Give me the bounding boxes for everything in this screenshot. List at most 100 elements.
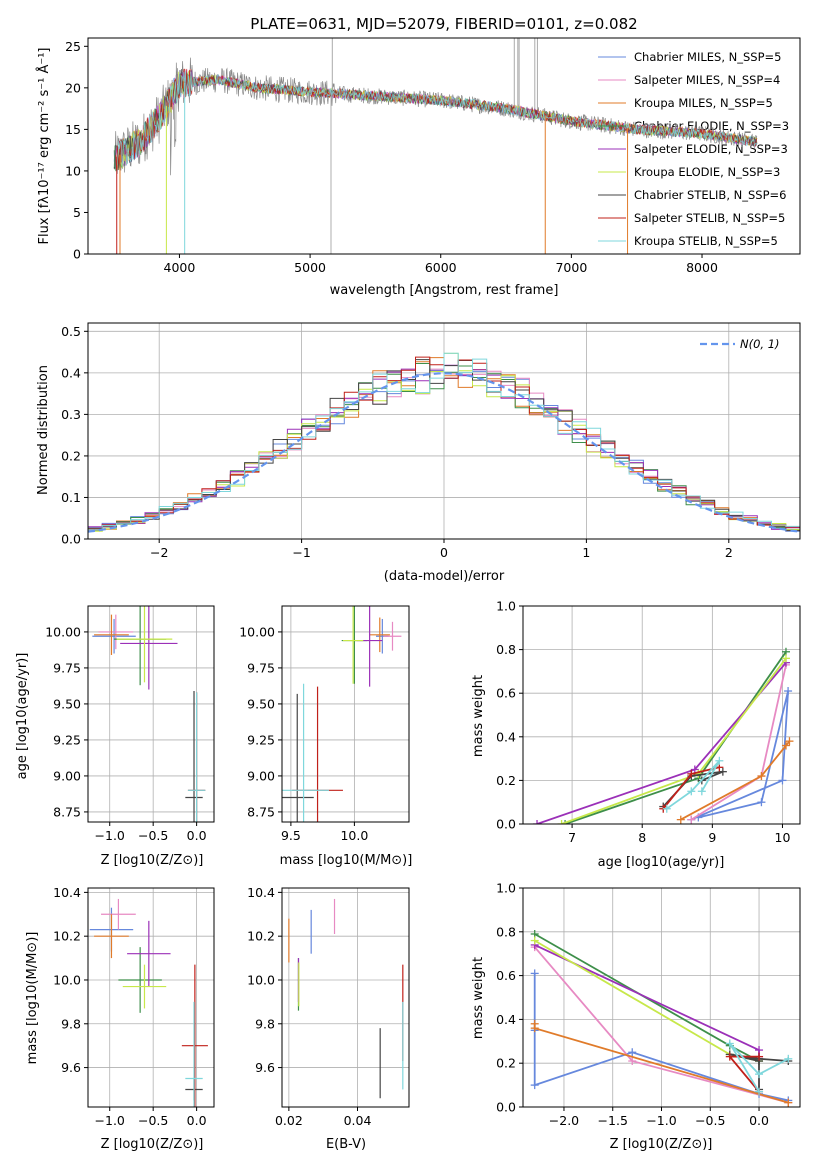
- spectrum-x-tick-label-0: 4000: [164, 260, 196, 275]
- weight-vs-Z-y-tick-label-2: 0.4: [496, 1012, 516, 1027]
- weight-marker-salpeter-stelib: [687, 769, 696, 778]
- age-vs-mass-x-tick-label-1: 10.0: [340, 828, 368, 843]
- legend-label-chabrier-stelib: Chabrier STELIB, N_SSP=6: [634, 188, 786, 202]
- spectrum-y-label: Flux [fλ10⁻¹⁷ erg cm⁻² s⁻¹ Å⁻¹]: [36, 48, 52, 245]
- residuals-y-tick-label-3: 0.3: [61, 407, 81, 422]
- spectrum-marks: [113, 38, 758, 254]
- legend-label-kroupa-stelib: Kroupa STELIB, N_SSP=5: [634, 234, 778, 248]
- mass-vs-Z-marks: [89, 898, 208, 1107]
- weight-line-kroupa-miles: [680, 740, 791, 821]
- weight-marker-kroupa-miles: [781, 741, 790, 750]
- legend-label-salpeter-stelib: Salpeter STELIB, N_SSP=5: [634, 211, 785, 225]
- mass-vs-ebv-x-label: E(B-V): [326, 1137, 366, 1152]
- residuals-x-label: (data-model)/error: [384, 569, 505, 584]
- age-vs-Z-y-tick-label-2: 9.25: [53, 732, 81, 747]
- weight-vs-age-x-tick-label-0: 7: [568, 830, 576, 845]
- weight-vs-age-panel: age [log10(age/yr)] mass weight 7 8 9 10 0.0…: [471, 599, 801, 870]
- mass-vs-ebv-y-tick-label-2: 10.0: [247, 972, 275, 987]
- residuals-y-tick-label-4: 0.4: [61, 365, 81, 380]
- residuals-y-label: Normed distribution: [36, 365, 51, 495]
- weight-vs-Z-x-tick-label-0: −2.0: [549, 1113, 579, 1128]
- weight-marker-kroupa-miles: [757, 772, 766, 781]
- mass-vs-Z-x-tick-label-2: 0.0: [187, 1113, 207, 1128]
- age-vs-metallicity-y-label: age [log10(age/yr)]: [15, 653, 30, 780]
- age-vs-mass-y-tick-label-0: 8.75: [247, 804, 275, 819]
- weight-marker-kroupa-stelib: [697, 787, 706, 796]
- legend-label-salpeter-miles: Salpeter MILES, N_SSP=4: [634, 73, 780, 87]
- mass-vs-metallicity-panel: Z [log10(Z/Z⊙)] mass [log10(M/M⊙)] −1.0−…: [25, 885, 215, 1152]
- weight-marker-kroupa-stelib: [755, 1087, 764, 1096]
- weight-vs-Z-y-tick-label-5: 1.0: [496, 881, 516, 896]
- weight-vs-Z-x-tick-label-3: −0.5: [695, 1113, 725, 1128]
- mass-vs-ebv-plot-area: [282, 888, 409, 1107]
- mass-vs-Z-y-tick-label-4: 10.4: [53, 885, 81, 900]
- residuals-y-tick-label-2: 0.2: [61, 448, 81, 463]
- weight-vs-Z-y-tick-label-3: 0.6: [496, 968, 516, 983]
- age-vs-metallicity-x-label: Z [log10(Z/Z⊙)]: [101, 853, 204, 868]
- weight-marker-kroupa-miles: [785, 737, 794, 746]
- mass-vs-Z-y-tick-label-2: 10.0: [53, 972, 81, 987]
- spectrum-x-tick-label-3: 7000: [555, 260, 587, 275]
- weight-marker-chabrier-miles: [530, 1081, 539, 1090]
- spectrum-title: PLATE=0631, MJD=52079, FIBERID=0101, z=0…: [250, 15, 637, 33]
- age-vs-mass-y-tick-label-2: 9.25: [247, 732, 275, 747]
- weight-vs-age-y-tick-label-5: 1.0: [496, 599, 516, 614]
- weight-marker-kroupa-stelib: [784, 1054, 793, 1063]
- weight-marker-salpeter-elodie: [533, 820, 542, 824]
- model-spectrum-salpeter-stelib: [115, 68, 758, 170]
- weight-line-kroupa-stelib: [729, 1042, 789, 1093]
- weight-marker-kroupa-elodie: [557, 820, 566, 824]
- weight-vs-metallicity-y-label: mass weight: [471, 957, 486, 1039]
- weight-marker-chabrier-miles: [778, 776, 787, 785]
- weight-marker-chabrier-miles: [530, 969, 539, 978]
- weight-vs-age-x-tick-label-1: 8: [638, 830, 646, 845]
- age-vs-mass-x-tick-label-0: 9.5: [281, 828, 301, 843]
- residuals-x-tick-label-2: 0: [440, 545, 448, 560]
- weight-vs-age-frame: [522, 605, 801, 825]
- weight-marker-salpeter-stelib: [725, 1052, 734, 1061]
- weight-vs-age-y-tick-label-1: 0.2: [496, 773, 516, 788]
- mass-vs-metallicity-x-label: Z [log10(Z/Z⊙)]: [101, 1137, 204, 1152]
- age-vs-Z-x-tick-label-0: −1.0: [95, 828, 125, 843]
- weight-marker-chabrier-miles: [757, 798, 766, 807]
- weight-marker-kroupa-stelib: [725, 1039, 734, 1048]
- age-vs-Z-y-tick-label-5: 10.00: [45, 624, 81, 639]
- age-vs-mass-y-tick-label-5: 10.00: [239, 624, 275, 639]
- age-vs-Z-x-tick-label-2: 0.0: [187, 828, 207, 843]
- weight-vs-Z-marks: [530, 929, 793, 1107]
- weight-marker-kroupa-elodie: [530, 936, 539, 945]
- legend-label-chabrier-miles: Chabrier MILES, N_SSP=5: [634, 50, 781, 64]
- weight-vs-age-y-tick-label-0: 0.0: [496, 817, 516, 832]
- mass-vs-Z-y-tick-label-1: 9.8: [61, 1016, 81, 1031]
- age-vs-metallicity-panel: Z [log10(Z/Z⊙)] age [log10(age/yr)] −1.0…: [15, 605, 215, 868]
- weight-vs-Z-y-tick-label-1: 0.2: [496, 1056, 516, 1071]
- weight-vs-age-x-tick-label-2: 9: [708, 830, 716, 845]
- age-vs-Z-y-tick-label-1: 9.00: [53, 768, 81, 783]
- residuals-x-tick-label-1: −1: [292, 545, 310, 560]
- spectrum-y-tick-label-5: 25: [65, 39, 81, 54]
- weight-vs-metallicity-panel: Z [log10(Z/Z⊙)] mass weight −2.0 −1.5 −1.0…: [471, 881, 801, 1152]
- age-vs-Z-x-tick-label-1: −0.5: [138, 828, 168, 843]
- weight-marker-kroupa-miles: [784, 1098, 793, 1107]
- weight-vs-Z-y-tick-label-4: 0.8: [496, 924, 516, 939]
- weight-marker-chabrier-miles: [628, 1048, 637, 1057]
- weight-line-kroupa-stelib: [666, 760, 721, 810]
- weight-vs-Z-y-tick-label-0: 0.0: [496, 1100, 516, 1115]
- spectrum-y-tick-label-1: 5: [73, 205, 81, 220]
- mass-vs-metallicity-y-label: mass [log10(M/M⊙)]: [25, 932, 40, 1065]
- age-vs-Z-y-tick-label-4: 9.75: [53, 660, 81, 675]
- weight-vs-age-x-tick-label-3: 10: [775, 830, 791, 845]
- mass-vs-ebv-y-tick-label-0: 9.6: [255, 1060, 275, 1075]
- mass-vs-ebv-y-tick-label-4: 10.4: [247, 885, 275, 900]
- mass-vs-Z-x-tick-label-0: −1.0: [95, 1113, 125, 1128]
- residuals-marks: [88, 352, 800, 533]
- weight-vs-Z-frame: [522, 887, 801, 1108]
- residuals-panel: (data-model)/error Normed distribution N…: [36, 322, 801, 584]
- spectrum-x-tick-label-2: 6000: [425, 260, 457, 275]
- age-vs-mass-y-tick-label-3: 9.50: [247, 696, 275, 711]
- mass-vs-ebv-frame: [281, 887, 410, 1108]
- residuals-y-tick-label-5: 0.5: [61, 324, 81, 339]
- weight-marker-kroupa-stelib: [662, 804, 671, 813]
- age-vs-Z-marks: [92, 606, 206, 822]
